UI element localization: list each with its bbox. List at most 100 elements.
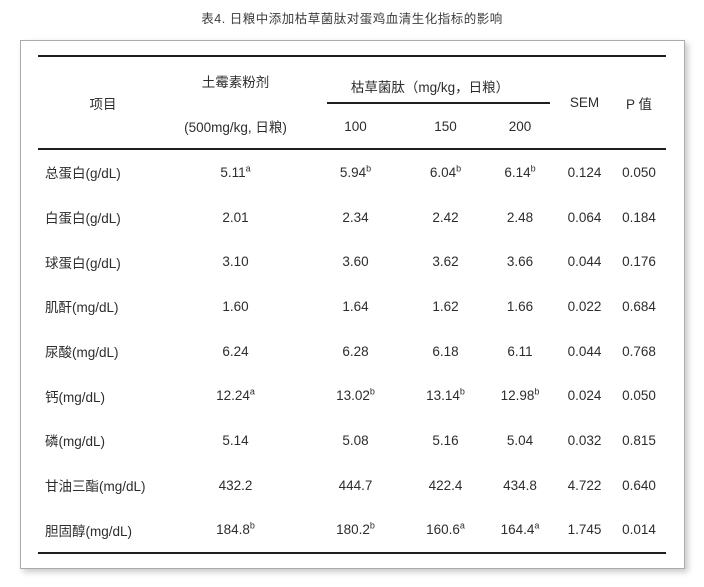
cell-value: 160.6: [426, 522, 460, 538]
cell-p: 0.014: [612, 508, 666, 554]
row-label: 钙(mg/dL): [45, 389, 106, 405]
cell-value: 0.815: [622, 432, 656, 448]
cell-value: 0.176: [622, 254, 656, 270]
sig-superscript: b: [456, 163, 462, 174]
table-header: 项目 土霉素粉剂 枯草菌肽（mg/kg，日粮） SEM P 值 (500mg/k…: [38, 56, 667, 149]
cell-dose-100: 5.94b: [303, 149, 408, 195]
col-header-p-value: P 值: [626, 96, 653, 112]
cell-value: 13.14: [426, 388, 460, 404]
cell-value: 5.04: [506, 432, 534, 448]
cell-value: 6.18: [432, 343, 459, 359]
cell-value: 0.184: [622, 209, 656, 225]
col-header-otc-line1: 土霉素粉剂: [201, 74, 270, 90]
cell-value: 1.64: [342, 298, 369, 314]
sig-superscript: b: [369, 386, 375, 397]
cell-value: 6.14: [504, 164, 531, 180]
table-row: 甘油三酯(mg/dL) 432.2 444.7 422.4 434.8 4.72…: [38, 463, 666, 508]
table-row: 总蛋白(g/dL) 5.11a 5.94b 6.04b 6.14b 0.124 …: [38, 149, 666, 195]
row-label: 球蛋白(g/dL): [45, 255, 121, 271]
cell-otc: 12.24a: [168, 373, 303, 418]
cell-sem: 0.064: [557, 195, 612, 240]
cell-value: 1.60: [222, 298, 249, 314]
cell-value: 0.014: [622, 522, 656, 538]
table-card: 项目 土霉素粉剂 枯草菌肽（mg/kg，日粮） SEM P 值 (500mg/k…: [20, 40, 685, 569]
table-row: 肌酐(mg/dL) 1.60 1.64 1.62 1.66 0.022 0.68…: [38, 284, 666, 329]
cell-sem: 0.032: [557, 418, 612, 463]
cell-value: 12.24: [216, 388, 250, 404]
sig-superscript: a: [245, 163, 251, 174]
cell-value: 2.34: [342, 209, 369, 225]
cell-dose-100: 1.64: [303, 284, 408, 329]
cell-sem: 0.044: [557, 329, 612, 374]
cell-value: 5.08: [342, 432, 369, 448]
col-header-dose-150: 150: [434, 118, 457, 134]
cell-value: 0.050: [622, 164, 656, 180]
row-label: 磷(mg/dL): [45, 434, 106, 450]
table-body: 总蛋白(g/dL) 5.11a 5.94b 6.04b 6.14b 0.124 …: [38, 149, 666, 553]
cell-otc: 2.01: [168, 195, 303, 240]
cell-value: 3.10: [222, 254, 249, 270]
cell-value: 0.124: [567, 164, 602, 180]
cell-dose-150: 1.62: [408, 284, 483, 329]
group-header-bacitracin: 枯草菌肽（mg/kg，日粮）: [303, 56, 557, 104]
sig-superscript: b: [534, 386, 540, 397]
cell-sem: 0.022: [557, 284, 612, 329]
col-header-dose-200: 200: [508, 118, 532, 134]
cell-value: 2.42: [432, 209, 459, 225]
biochemistry-table: 项目 土霉素粉剂 枯草菌肽（mg/kg，日粮） SEM P 值 (500mg/k…: [38, 55, 667, 555]
cell-value: 6.28: [342, 343, 369, 359]
cell-value: 0.684: [622, 298, 656, 314]
cell-value: 0.768: [622, 343, 656, 359]
cell-dose-200: 3.66: [483, 239, 557, 284]
cell-dose-150: 5.16: [408, 418, 483, 463]
cell-value: 2.48: [506, 209, 534, 225]
cell-otc: 432.2: [168, 463, 303, 508]
col-header-sem: SEM: [569, 95, 600, 110]
cell-dose-200: 5.04: [483, 418, 557, 463]
cell-value: 422.4: [428, 477, 463, 493]
cell-value: 164.4: [500, 522, 535, 538]
cell-p: 0.050: [612, 373, 666, 418]
sig-superscript: a: [459, 520, 465, 531]
cell-value: 5.14: [222, 432, 249, 448]
cell-otc: 5.14: [168, 418, 303, 463]
col-header-otc-line2: (500mg/kg, 日粮): [184, 120, 287, 135]
cell-value: 3.66: [506, 254, 534, 270]
group-header-rule: [327, 102, 551, 104]
cell-value: 432.2: [218, 477, 253, 493]
row-label: 白蛋白(g/dL): [45, 211, 121, 227]
cell-p: 0.684: [612, 284, 666, 329]
cell-value: 3.60: [342, 254, 369, 270]
cell-dose-150: 422.4: [408, 463, 483, 508]
cell-otc: 5.11a: [168, 149, 303, 195]
cell-value: 0.050: [622, 388, 656, 404]
cell-value: 6.04: [429, 164, 457, 180]
cell-value: 0.044: [567, 343, 602, 359]
cell-p: 0.815: [612, 418, 666, 463]
row-label: 总蛋白(g/dL): [45, 166, 121, 182]
cell-value: 1.745: [567, 522, 602, 538]
cell-value: 4.722: [567, 477, 602, 493]
row-label: 尿酸(mg/dL): [45, 345, 119, 361]
table-row: 磷(mg/dL) 5.14 5.08 5.16 5.04 0.032 0.815: [38, 418, 666, 463]
row-label: 甘油三酯(mg/dL): [45, 479, 146, 495]
cell-dose-200: 434.8: [483, 463, 557, 508]
cell-value: 1.66: [506, 298, 534, 314]
cell-value: 434.8: [503, 477, 537, 493]
cell-otc: 3.10: [168, 239, 303, 284]
cell-sem: 0.044: [557, 239, 612, 284]
cell-p: 0.050: [612, 149, 666, 195]
cell-value: 13.02: [336, 388, 370, 404]
cell-value: 0.022: [567, 298, 602, 314]
sig-superscript: b: [459, 386, 465, 397]
table-row: 白蛋白(g/dL) 2.01 2.34 2.42 2.48 0.064 0.18…: [38, 195, 666, 240]
cell-dose-200: 12.98b: [483, 373, 557, 418]
cell-otc: 184.8b: [168, 508, 303, 554]
cell-value: 5.94: [339, 164, 367, 180]
col-header-item: 项目: [89, 96, 117, 112]
cell-sem: 4.722: [557, 463, 612, 508]
table-row: 胆固醇(mg/dL) 184.8b 180.2b 160.6a 164.4a 1…: [38, 508, 666, 554]
table-title: 表4. 日粮中添加枯草菌肽对蛋鸡血清生化指标的影响: [201, 12, 503, 26]
sig-superscript: a: [534, 520, 540, 531]
col-header-dose-100: 100: [344, 118, 367, 134]
